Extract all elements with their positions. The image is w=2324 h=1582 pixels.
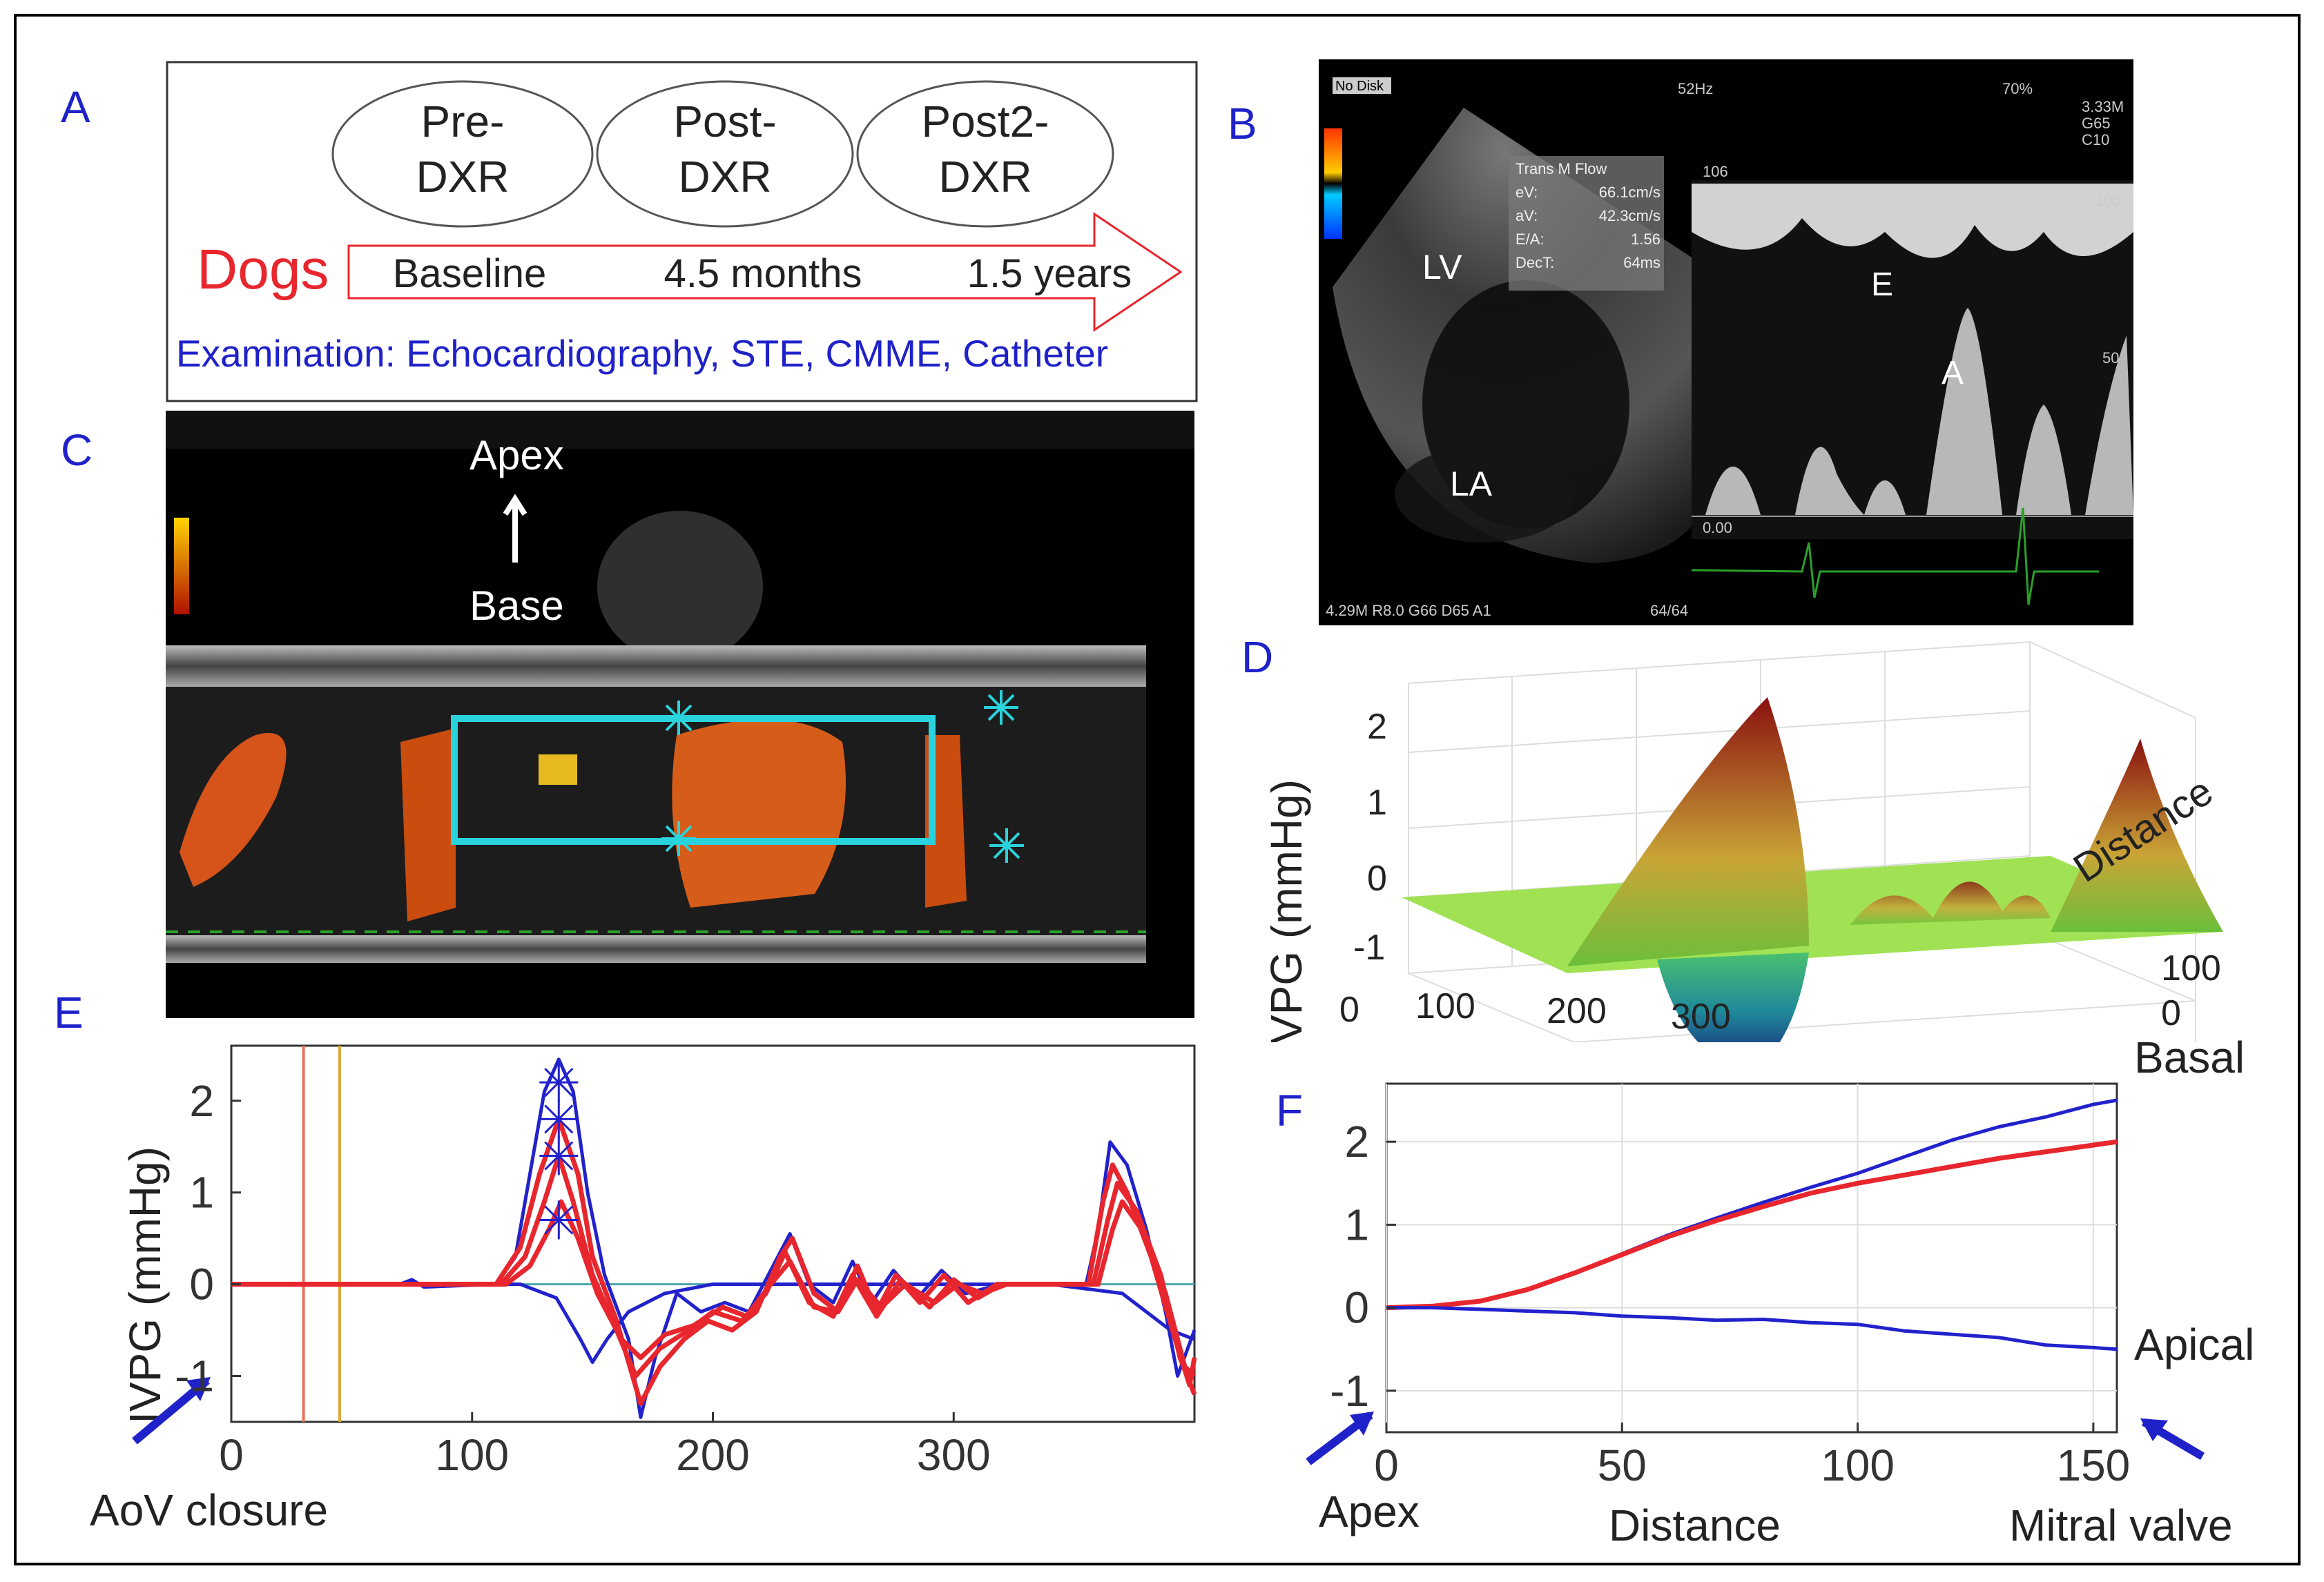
info-key-4: DecT: [1516, 254, 1554, 271]
panel-label-a: A [61, 82, 90, 132]
info-key-0: Trans M Flow [1516, 160, 1607, 177]
mini-sector [597, 511, 763, 663]
right-param-2: G65 [2082, 115, 2111, 132]
stage-ellipse-post [596, 80, 854, 228]
frequency-text: 52Hz [1678, 80, 1713, 97]
zero-label: 0.00 [1703, 519, 1732, 536]
wave-a: A [1941, 355, 1964, 391]
panel-b-echo-doppler: No Disk 52Hz 70% 3.33M G65 C10 106 100 5… [1319, 59, 2133, 625]
info-value-1: 66.1cm/s [1599, 184, 1660, 201]
bottom-params: 4.29M R8.0 G66 D65 A1 [1326, 602, 1491, 619]
stage-post2-line2: DXR [938, 152, 1032, 202]
scale-100: 100 [2095, 192, 2121, 209]
flow-band-1 [180, 732, 287, 887]
info-key-1: eV: [1516, 184, 1538, 201]
stage-ellipse-pre [331, 80, 594, 228]
color-scale-bar [1324, 128, 1342, 239]
frame-count: 64/64 [1650, 602, 1688, 619]
ecg-trace [1691, 507, 2099, 605]
right-param-1: 3.33M [2082, 98, 2124, 115]
panel-d-ytick-neg1: -1 [1353, 928, 1385, 968]
timepoint-1-5-years: 1.5 years [967, 251, 1132, 296]
panel-c-color-bar [174, 518, 189, 614]
scale-50: 50 [2102, 349, 2119, 367]
surface-ripples [1850, 881, 2051, 925]
subject-label: Dogs [197, 238, 329, 301]
timepoint-baseline: Baseline [393, 251, 546, 296]
timeline-arrow [347, 212, 1183, 332]
panel-d-surface: IVPG (mmHg) 2 1 0 -1 0 100 200 300 100 0… [1270, 641, 2223, 1042]
panel-label-d: D [1241, 632, 1274, 682]
no-disk-text: No Disk [1335, 79, 1384, 94]
chamber-lv: LV [1422, 248, 1462, 286]
surface-peak-2 [2051, 739, 2223, 932]
panel-label-e: E [54, 988, 84, 1037]
no-disk-badge [1333, 77, 1391, 94]
panel-label-b: B [1228, 99, 1257, 148]
stage-post-line1: Post- [673, 97, 776, 146]
panel-d-xtick-100: 100 [1415, 986, 1475, 1026]
stage-pre-line2: DXR [416, 152, 509, 202]
panel-d-depth-100: 100 [2161, 948, 2221, 988]
panel-c-color-mmode: Apex Base [166, 411, 1194, 1018]
info-value-3: 1.56 [1631, 231, 1660, 248]
apex-label: Apex [469, 432, 564, 478]
right-param-3: C10 [2082, 131, 2109, 148]
info-box [1509, 156, 1664, 291]
la-cavity [1395, 446, 1574, 543]
aliasing-speckle [539, 754, 577, 785]
percent-text: 70% [2002, 80, 2033, 97]
timepoint-4-5-months: 4.5 months [664, 251, 862, 296]
flow-band-3 [672, 719, 846, 908]
panel-c-top-strip [166, 411, 1194, 449]
panel-d-xtick-0: 0 [1339, 990, 1359, 1030]
panel-d-ytick-1: 1 [1367, 783, 1387, 823]
apex-arrow [503, 494, 527, 563]
panel-a-timeline: Pre- DXR Post- DXR Post2- DXR Dogs Basel… [166, 61, 1198, 402]
surface-peak-1 [1567, 697, 1809, 966]
surface-valley [1657, 953, 1809, 1042]
chamber-la: LA [1450, 465, 1493, 503]
panel-d-xtick-200: 200 [1547, 991, 1607, 1031]
info-value-4: 64ms [1623, 254, 1660, 271]
panel-label-c: C [61, 425, 93, 475]
scale-top: 106 [1703, 163, 1728, 180]
stage-post2-line1: Post2- [922, 97, 1049, 146]
stage-pre-line1: Pre- [421, 97, 505, 146]
panel-d-xtick-300: 300 [1671, 997, 1731, 1037]
base-label: Base [469, 583, 564, 629]
wave-e: E [1871, 266, 1893, 303]
doppler-top-band [1692, 184, 2133, 258]
doppler-waveforms [1705, 308, 2133, 515]
info-value-2: 42.3cm/s [1599, 207, 1660, 224]
examination-text: Examination: Echocardiography, STE, CMME… [176, 332, 1108, 375]
panel-d-ytick-0: 0 [1367, 859, 1387, 899]
tissue-band-bottom [166, 935, 1146, 963]
panel-d-depth-0: 0 [2161, 993, 2181, 1033]
roi-markers [661, 690, 1024, 863]
stage-post-line2: DXR [678, 152, 771, 202]
stage-ellipse-post2 [856, 80, 1114, 228]
info-key-2: aV: [1516, 207, 1538, 224]
tissue-band-top [166, 645, 1146, 687]
panel-label-f: F [1276, 1086, 1304, 1135]
panel-d-ylabel: IVPG (mmHg) [1270, 779, 1311, 1042]
flow-band-2 [400, 728, 456, 921]
info-key-3: E/A: [1516, 231, 1545, 248]
mmode-field [166, 687, 1146, 949]
figure-frame [14, 14, 2301, 1565]
panel-d-ytick-2: 2 [1367, 707, 1387, 747]
